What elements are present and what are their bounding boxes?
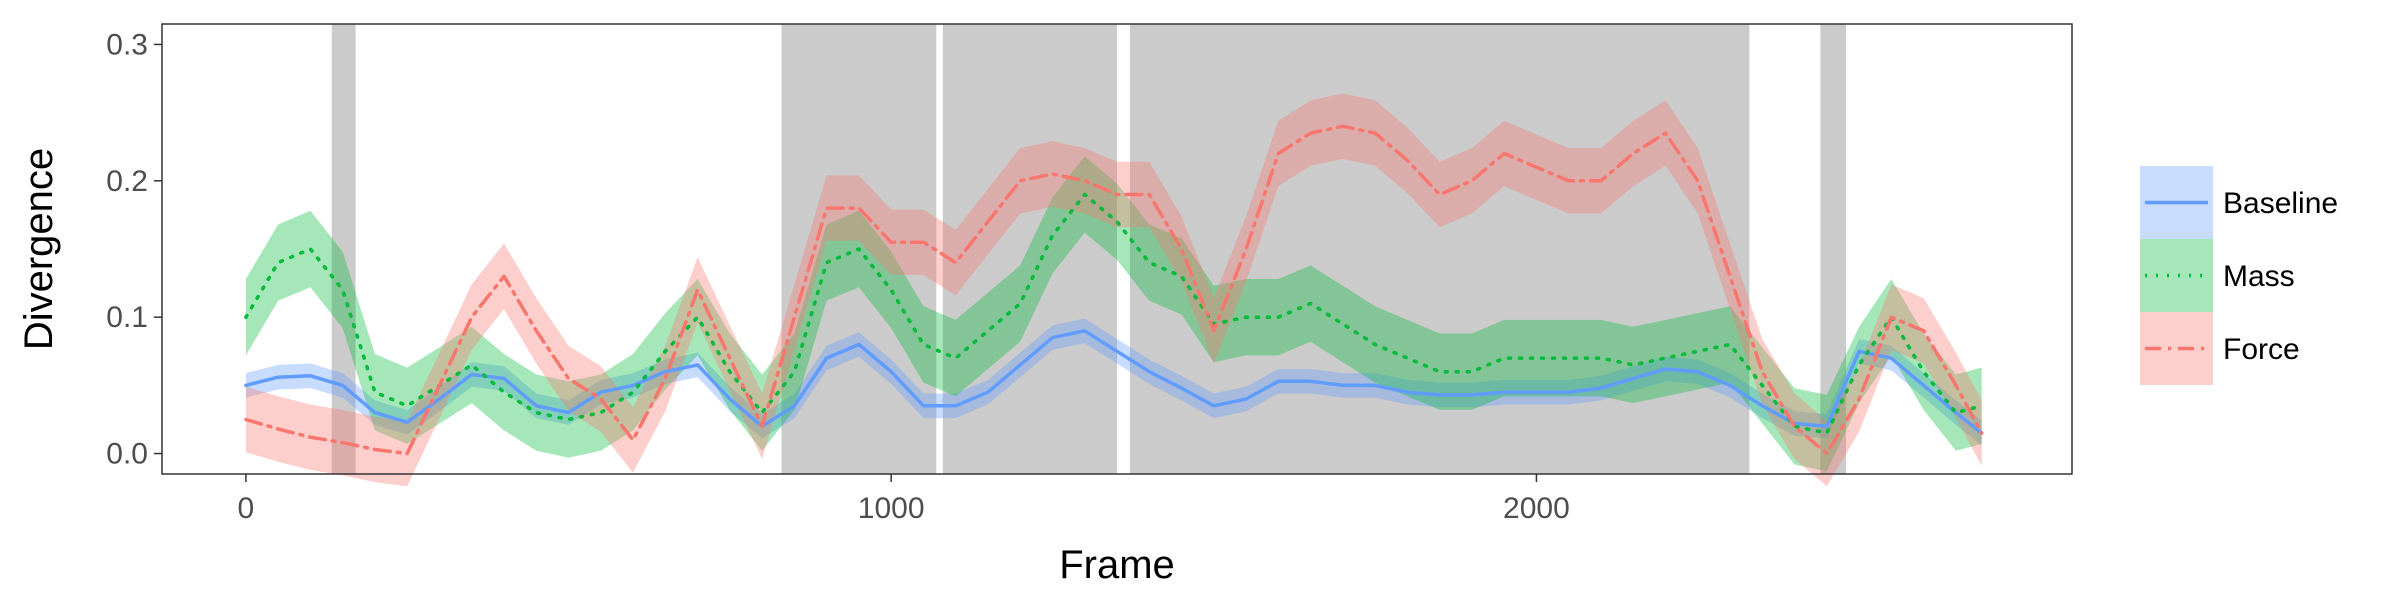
y-tick-label: 0.1 <box>106 301 148 334</box>
legend-item-force: Force <box>2140 312 2300 385</box>
legend-label-mass: Mass <box>2223 260 2295 293</box>
shaded-region <box>1129 24 1750 474</box>
x-axis: 0 1000 2000 <box>238 474 1570 525</box>
legend: Baseline Mass Force <box>2140 166 2338 385</box>
legend-item-baseline: Baseline <box>2140 166 2338 239</box>
plot-border <box>161 23 2073 475</box>
x-tick-label: 1000 <box>858 492 925 525</box>
y-axis: 0.0 0.1 0.2 0.3 <box>106 28 162 471</box>
series-lines <box>244 124 1984 456</box>
y-tick-label: 0.3 <box>106 28 148 61</box>
y-axis-title: Divergence <box>17 148 61 350</box>
baseline-series-line <box>244 329 1984 435</box>
shaded-region <box>331 24 356 474</box>
y-tick-label: 0.2 <box>106 165 148 198</box>
x-axis-title: Frame <box>1059 543 1175 587</box>
force-series-line <box>244 124 1984 456</box>
y-tick-label: 0.0 <box>106 438 148 471</box>
highlighted-frame-regions <box>331 24 1847 474</box>
legend-label-baseline: Baseline <box>2223 187 2338 220</box>
baseline-confidence-band <box>245 318 1982 446</box>
legend-key-mass <box>2140 239 2213 312</box>
force-confidence-band <box>245 93 1982 487</box>
x-tick-label: 2000 <box>1503 492 1570 525</box>
legend-label-force: Force <box>2223 333 2300 366</box>
x-tick-label: 0 <box>238 492 255 525</box>
legend-item-mass: Mass <box>2140 239 2295 312</box>
mass-series-line <box>244 192 1984 435</box>
